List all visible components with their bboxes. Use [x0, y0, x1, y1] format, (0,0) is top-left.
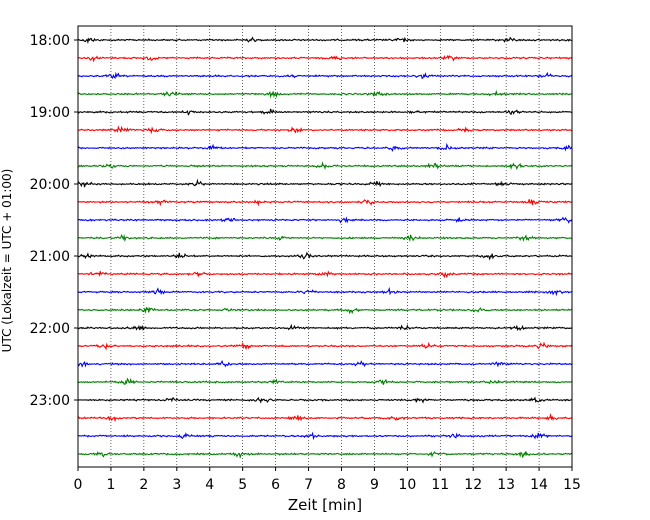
trace-1845 [77, 89, 573, 99]
x-tick-label: 6 [271, 477, 280, 493]
x-tick-label: 1 [106, 477, 115, 493]
y-tick-label: 19:00 [30, 105, 70, 121]
trace-2230 [77, 360, 573, 368]
x-tick-label: 15 [563, 477, 581, 493]
trace-2115 [77, 270, 573, 279]
trace-1830 [77, 71, 573, 80]
trace-1930 [77, 142, 573, 152]
x-tick-label: 5 [238, 477, 247, 493]
x-axis: 0 1 2 3 4 5 6 7 8 9 10 11 12 13 14 15 [74, 467, 581, 493]
trace-2315 [77, 412, 573, 423]
trace-2345 [77, 451, 573, 459]
y-tick-label: 23:00 [30, 393, 70, 409]
trace-2030 [77, 216, 573, 224]
trace-1945 [77, 161, 573, 171]
x-tick-label: 2 [139, 477, 148, 493]
trace-2145 [77, 306, 573, 315]
trace-1800 [77, 36, 573, 45]
x-tick-label: 14 [530, 477, 548, 493]
x-tick-label: 8 [337, 477, 346, 493]
trace-2015 [77, 199, 573, 207]
trace-1900 [77, 108, 573, 116]
x-axis-label: Zeit [min] [288, 496, 362, 514]
trace-2330 [77, 431, 573, 441]
x-tick-label: 13 [497, 477, 515, 493]
trace-1815 [77, 54, 573, 63]
trace-2200 [77, 323, 573, 332]
trace-2000 [77, 178, 573, 188]
x-tick-label: 9 [370, 477, 379, 493]
trace-1915 [77, 125, 573, 135]
x-tick-label: 7 [304, 477, 313, 493]
grid-lines [110, 26, 540, 467]
plot-frame [77, 25, 573, 468]
trace-group [77, 36, 573, 459]
y-tick-label: 21:00 [30, 249, 70, 265]
y-axis-label: UTC (Lokalzeit = UTC + 01:00) [0, 169, 14, 353]
y-tick-label: 20:00 [30, 177, 70, 193]
y-axis: 18:00 19:00 20:00 21:00 22:00 23:00 [30, 33, 78, 409]
x-tick-label: 4 [205, 477, 214, 493]
y-tick-label: 22:00 [30, 321, 70, 337]
x-tick-label: 11 [431, 477, 449, 493]
trace-2215 [77, 341, 573, 351]
trace-2300 [77, 396, 573, 404]
trace-2245 [77, 377, 573, 385]
x-tick-label: 10 [398, 477, 416, 493]
x-tick-label: 3 [172, 477, 181, 493]
x-tick-label: 12 [464, 477, 482, 493]
y-tick-label: 18:00 [30, 33, 70, 49]
trace-2130 [77, 286, 573, 297]
trace-2045 [77, 233, 573, 243]
x-tick-label: 0 [74, 477, 83, 493]
trace-2100 [77, 251, 573, 261]
